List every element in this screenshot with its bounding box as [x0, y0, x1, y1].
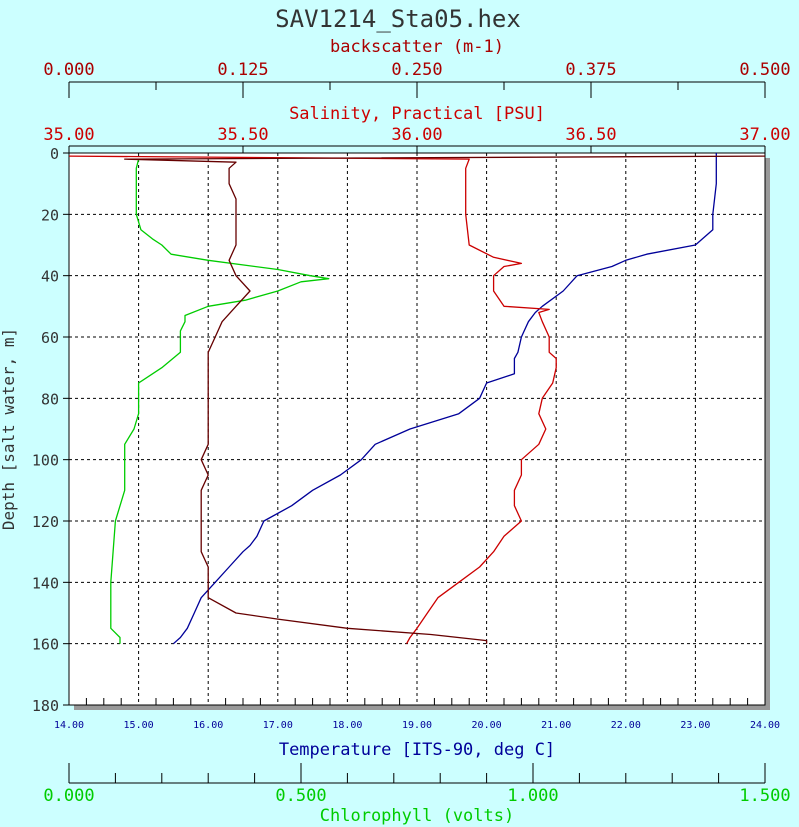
chlorophyll-line [110, 158, 330, 644]
salinity-tick-label: 37.00 [739, 125, 790, 145]
salinity-tick-label: 36.50 [565, 125, 616, 145]
y-tick-label: 180 [32, 697, 59, 715]
y-tick-label: 60 [41, 329, 59, 347]
y-axis-label: Depth [salt water, m] [0, 328, 18, 530]
temperature-tick-label: 17.00 [263, 720, 293, 731]
temperature-tick-label: 16.00 [193, 720, 223, 731]
temperature-tick-label: 22.00 [611, 720, 641, 731]
backscatter-tick-label: 0.125 [217, 60, 268, 80]
salinity-line [68, 155, 557, 645]
salinity-axis-label: Salinity, Practical [PSU] [289, 104, 545, 124]
backscatter-tick-label: 0.250 [391, 60, 442, 80]
y-tick-label: 0 [50, 145, 59, 163]
temperature-tick-label: 15.00 [124, 720, 154, 731]
chlorophyll-tick-label: 0.000 [43, 786, 94, 806]
chlorophyll-axis-label: Chlorophyll (volts) [320, 806, 514, 826]
y-tick-label: 80 [41, 390, 59, 408]
backscatter-axis-label: backscatter (m-1) [330, 37, 504, 57]
chlorophyll-tick-label: 1.500 [739, 786, 790, 806]
y-tick-label: 160 [32, 636, 59, 654]
salinity-tick-label: 36.00 [391, 125, 442, 145]
y-tick-label: 40 [41, 268, 59, 286]
chlorophyll-tick-label: 0.500 [275, 786, 326, 806]
temperature-tick-label: 14.00 [54, 720, 84, 731]
temperature-tick-label: 18.00 [332, 720, 362, 731]
temperature-tick-label: 20.00 [472, 720, 502, 731]
backscatter-tick-label: 0.375 [565, 60, 616, 80]
temperature-tick-label: 19.00 [402, 720, 432, 731]
y-tick-label: 140 [32, 574, 59, 592]
salinity-tick-label: 35.00 [43, 125, 94, 145]
chlorophyll-tick-label: 1.000 [507, 786, 558, 806]
temperature-tick-label: 24.00 [750, 720, 780, 731]
temperature-line [172, 153, 717, 645]
temperature-tick-label: 21.00 [541, 720, 571, 731]
y-tick-label: 100 [32, 452, 59, 470]
salinity-tick-label: 35.50 [217, 125, 268, 145]
chart-title: SAV1214_Sta05.hex [275, 5, 521, 33]
temperature-axis-label: Temperature [ITS-90, deg C] [279, 740, 555, 760]
backscatter-line [124, 155, 766, 644]
backscatter-tick-label: 0.000 [43, 60, 94, 80]
backscatter-tick-label: 0.500 [739, 60, 790, 80]
temperature-tick-label: 23.00 [680, 720, 710, 731]
y-tick-label: 120 [32, 513, 59, 531]
y-tick-label: 20 [41, 206, 59, 224]
